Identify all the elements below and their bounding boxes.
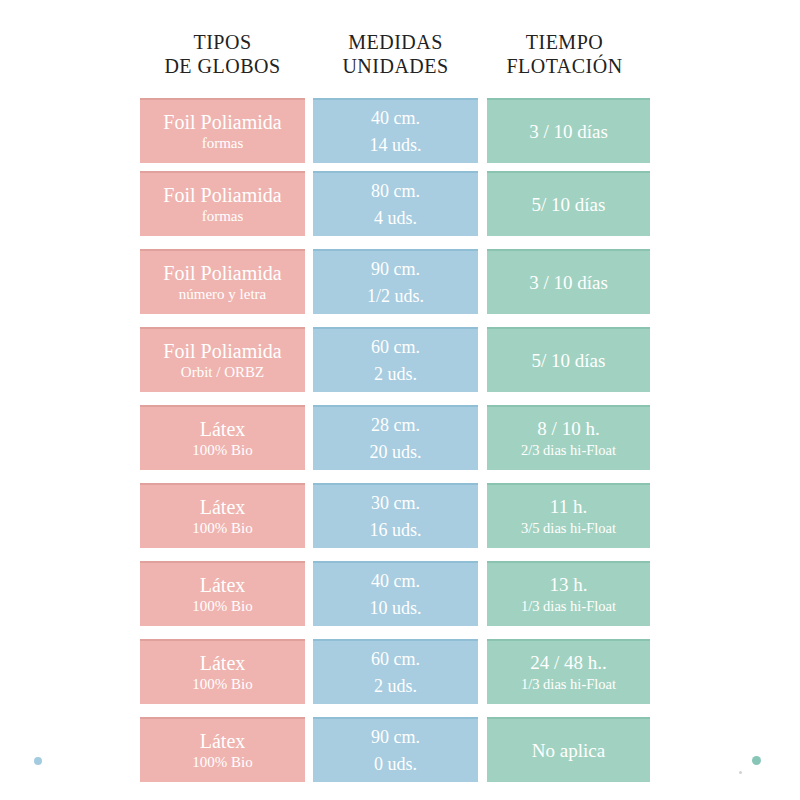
size-value: 90 cm. — [371, 256, 420, 283]
size-value: 28 cm. — [371, 412, 420, 439]
float-time-cell: 13 h. 1/3 dias hi-Float — [487, 561, 650, 626]
decor-dot-tiny — [739, 771, 742, 774]
float-time-cell: 8 / 10 h. 2/3 dias hi-Float — [487, 405, 650, 470]
balloon-type-sub: 100% Bio — [192, 675, 252, 694]
balloon-type-sub: formas — [202, 207, 244, 226]
balloon-type-sub: número y letra — [179, 285, 266, 304]
size-value: 40 cm. — [371, 568, 420, 595]
header-line: FLOTACIÓN — [483, 54, 646, 78]
float-time-cell: 5/ 10 días — [487, 171, 650, 236]
balloon-type-sub: 100% Bio — [192, 753, 252, 772]
units-value: 20 uds. — [369, 439, 421, 466]
size-units-cell: 28 cm. 20 uds. — [313, 405, 478, 470]
header-line: MEDIDAS — [313, 30, 478, 54]
balloon-type-cell: Foil Poliamida formas — [140, 98, 305, 163]
float-time-cell: 3 / 10 días — [487, 249, 650, 314]
size-units-cell: 90 cm. 0 uds. — [313, 717, 478, 782]
size-value: 30 cm. — [371, 490, 420, 517]
size-units-cell: 60 cm. 2 uds. — [313, 327, 478, 392]
table-row: Látex 100% Bio 28 cm. 20 uds. 8 / 10 h. … — [0, 405, 800, 470]
table-row: Látex 100% Bio 90 cm. 0 uds. No aplica — [0, 717, 800, 782]
float-time-cell: 11 h. 3/5 dias hi-Float — [487, 483, 650, 548]
units-value: 10 uds. — [369, 595, 421, 622]
float-time-sub: 2/3 dias hi-Float — [521, 441, 616, 460]
units-value: 16 uds. — [369, 517, 421, 544]
units-value: 2 uds. — [374, 361, 417, 388]
float-time-main: 13 h. — [550, 573, 588, 597]
table-row: Foil Poliamida formas 80 cm. 4 uds. 5/ 1… — [0, 171, 800, 236]
float-time-cell: 3 / 10 días — [487, 98, 650, 163]
balloon-type-sub: 100% Bio — [192, 441, 252, 460]
header-line: TIEMPO — [483, 30, 646, 54]
column-header-medidas-unidades: MEDIDAS UNIDADES — [313, 30, 478, 78]
float-time-sub: 1/3 dias hi-Float — [521, 597, 616, 616]
float-time-sub: 3/5 dias hi-Float — [521, 519, 616, 538]
float-time-main: 8 / 10 h. — [537, 417, 599, 441]
balloon-type-main: Foil Poliamida — [163, 339, 281, 363]
float-time-main: 24 / 48 h.. — [530, 651, 607, 675]
balloon-type-cell: Látex 100% Bio — [140, 717, 305, 782]
size-units-cell: 30 cm. 16 uds. — [313, 483, 478, 548]
decor-dot-blue — [34, 757, 42, 765]
size-units-cell: 80 cm. 4 uds. — [313, 171, 478, 236]
balloon-type-main: Látex — [200, 729, 246, 753]
balloon-type-cell: Foil Poliamida formas — [140, 171, 305, 236]
balloon-type-cell: Látex 100% Bio — [140, 405, 305, 470]
table-row: Látex 100% Bio 60 cm. 2 uds. 24 / 48 h..… — [0, 639, 800, 704]
float-time-main: 3 / 10 días — [529, 120, 608, 144]
size-value: 90 cm. — [371, 724, 420, 751]
units-value: 4 uds. — [374, 205, 417, 232]
units-value: 14 uds. — [369, 132, 421, 159]
float-time-cell: No aplica — [487, 717, 650, 782]
size-units-cell: 60 cm. 2 uds. — [313, 639, 478, 704]
balloon-type-cell: Látex 100% Bio — [140, 639, 305, 704]
float-time-main: 11 h. — [550, 495, 587, 519]
float-time-sub: 1/3 dias hi-Float — [521, 675, 616, 694]
size-value: 60 cm. — [371, 334, 420, 361]
units-value: 2 uds. — [374, 673, 417, 700]
float-time-main: No aplica — [532, 739, 605, 763]
balloon-info-table: TIPOS DE GLOBOS MEDIDAS UNIDADES TIEMPO … — [0, 0, 800, 800]
float-time-cell: 5/ 10 días — [487, 327, 650, 392]
table-row: Foil Poliamida Orbit / ORBZ 60 cm. 2 uds… — [0, 327, 800, 392]
size-value: 80 cm. — [371, 178, 420, 205]
header-line: DE GLOBOS — [140, 54, 305, 78]
table-row: Látex 100% Bio 40 cm. 10 uds. 13 h. 1/3 … — [0, 561, 800, 626]
size-units-cell: 40 cm. 10 uds. — [313, 561, 478, 626]
size-value: 40 cm. — [371, 105, 420, 132]
table-row: Foil Poliamida formas 40 cm. 14 uds. 3 /… — [0, 98, 800, 163]
table-row: Látex 100% Bio 30 cm. 16 uds. 11 h. 3/5 … — [0, 483, 800, 548]
units-value: 0 uds. — [374, 751, 417, 778]
balloon-type-cell: Látex 100% Bio — [140, 561, 305, 626]
balloon-type-cell: Foil Poliamida Orbit / ORBZ — [140, 327, 305, 392]
float-time-main: 5/ 10 días — [532, 349, 606, 373]
float-time-main: 3 / 10 días — [529, 271, 608, 295]
balloon-type-main: Látex — [200, 417, 246, 441]
balloon-type-main: Foil Poliamida — [163, 261, 281, 285]
size-value: 60 cm. — [371, 646, 420, 673]
float-time-cell: 24 / 48 h.. 1/3 dias hi-Float — [487, 639, 650, 704]
float-time-main: 5/ 10 días — [532, 193, 606, 217]
size-units-cell: 40 cm. 14 uds. — [313, 98, 478, 163]
balloon-type-sub: formas — [202, 134, 244, 153]
balloon-type-sub: 100% Bio — [192, 597, 252, 616]
size-units-cell: 90 cm. 1/2 uds. — [313, 249, 478, 314]
table-row: Foil Poliamida número y letra 90 cm. 1/2… — [0, 249, 800, 314]
column-header-tipos-de-globos: TIPOS DE GLOBOS — [140, 30, 305, 78]
column-header-tiempo-flotacion: TIEMPO FLOTACIÓN — [483, 30, 646, 78]
balloon-type-main: Foil Poliamida — [163, 110, 281, 134]
balloon-type-cell: Foil Poliamida número y letra — [140, 249, 305, 314]
balloon-type-main: Látex — [200, 651, 246, 675]
decor-dot-teal — [752, 756, 761, 765]
units-value: 1/2 uds. — [367, 283, 424, 310]
header-line: UNIDADES — [313, 54, 478, 78]
balloon-type-sub: Orbit / ORBZ — [181, 363, 264, 382]
balloon-type-main: Látex — [200, 573, 246, 597]
balloon-type-sub: 100% Bio — [192, 519, 252, 538]
header-line: TIPOS — [140, 30, 305, 54]
balloon-type-main: Látex — [200, 495, 246, 519]
balloon-type-main: Foil Poliamida — [163, 183, 281, 207]
balloon-type-cell: Látex 100% Bio — [140, 483, 305, 548]
